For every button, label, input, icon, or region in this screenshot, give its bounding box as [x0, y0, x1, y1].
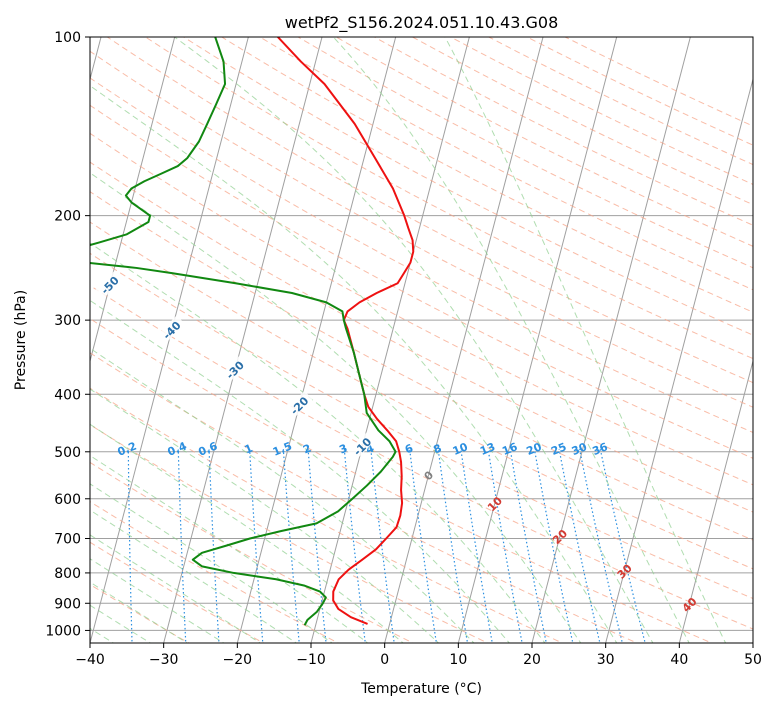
- y-tick-label: 600: [54, 492, 81, 508]
- moist-adiabat-line: [0, 37, 511, 645]
- sounding-series: [58, 37, 413, 625]
- dry-adiabat-line: [501, 24, 775, 646]
- dry-adiabat-line: [0, 24, 418, 646]
- dry-adiabat-line: [13, 24, 775, 646]
- plot-frame: [90, 37, 753, 643]
- mixing-ratio-label: 36: [591, 440, 610, 458]
- y-tick-label: 400: [54, 387, 81, 403]
- mixing-ratio-label: 0.4: [166, 439, 189, 458]
- dry-adiabat-line: [426, 24, 775, 646]
- x-tick-label: 10: [449, 652, 467, 668]
- mixing-ratio-line: [438, 449, 468, 645]
- mixing-ratio-label: 20: [525, 440, 544, 458]
- x-tick-label: 20: [523, 652, 541, 668]
- mixing-ratio-line: [81, 449, 82, 645]
- dry-adiabat-label-bg: [34, 221, 62, 249]
- dry-adiabat-line: [464, 24, 775, 646]
- y-tick-label: 800: [54, 566, 81, 582]
- mixing-ratio-label: 25: [549, 440, 568, 458]
- isotherm-gridline: [606, 37, 764, 643]
- mixing-ratio-line: [488, 449, 522, 645]
- y-tick-label: 100: [54, 30, 81, 46]
- mixing-ratio-label: 13: [478, 440, 497, 458]
- x-tick-label: 30: [597, 652, 615, 668]
- moist-adiabat-line: [0, 37, 406, 645]
- dry-adiabat-line: [125, 24, 775, 646]
- isotherm-gridline: [16, 37, 174, 643]
- moist-adiabat-line: [0, 37, 228, 645]
- x-tick-label: −30: [149, 652, 179, 668]
- x-axis-label: Temperature (°C): [360, 681, 482, 697]
- mixing-ratio-line: [559, 449, 600, 645]
- isotherm-gridline: [458, 37, 616, 643]
- x-tick-label: −20: [223, 652, 253, 668]
- dry-adiabat-line: [163, 24, 775, 646]
- mixing-ratio-label: 3: [337, 442, 349, 457]
- isotherm-gridline: [679, 37, 775, 643]
- dry-adiabat-line: [0, 24, 643, 646]
- y-tick-label: 900: [54, 596, 81, 612]
- mixing-ratio-label: 6: [403, 442, 415, 457]
- mixing-ratio-label: 30: [570, 440, 589, 458]
- moist-adiabat-line: [175, 37, 655, 645]
- mixing-ratio-line: [580, 449, 623, 645]
- x-tick-label: −10: [296, 652, 326, 668]
- y-tick-label: 300: [54, 313, 81, 329]
- x-tick-label: 40: [670, 652, 688, 668]
- mixing-ratio-label: 10: [451, 440, 470, 458]
- dry-adiabat-label: -60: [38, 224, 61, 247]
- mixing-ratio-line: [283, 449, 299, 645]
- dry-adiabat-line: [238, 24, 775, 646]
- moist-adiabat-label: 10: [485, 494, 505, 514]
- y-axis-label: Pressure (hPa): [13, 290, 29, 390]
- moist-adiabat-line: [333, 37, 690, 645]
- dry-adiabat-line: [351, 24, 775, 646]
- mixing-ratio-label: 1.5: [271, 439, 294, 458]
- isotherm-gridline: [753, 37, 775, 643]
- moist-adiabat-label: 30: [615, 561, 635, 581]
- moist-adiabat-line: [0, 37, 547, 645]
- dry-adiabat-line: [313, 24, 775, 646]
- mixing-ratio-line: [600, 449, 645, 645]
- dry-adiabat-line: [201, 24, 775, 646]
- isotherm-gridline: [532, 37, 690, 643]
- y-tick-label: 1000: [45, 623, 81, 639]
- x-tick-label: 0: [380, 652, 389, 668]
- moist-adiabat-line: [0, 37, 582, 645]
- x-tick-label: −40: [75, 652, 105, 668]
- chart-title: wetPf2_S156.2024.051.10.43.G08: [285, 13, 559, 33]
- isotherm-gridline: [164, 37, 322, 643]
- moist-adiabat-line: [0, 37, 476, 645]
- mixing-ratio-label: 1: [243, 442, 255, 457]
- isotherm-gridline: [385, 37, 543, 643]
- mixing-ratio-label: 16: [500, 440, 519, 458]
- x-tick-label: 50: [744, 652, 762, 668]
- moist-adiabat-line: [0, 37, 371, 645]
- y-tick-label: 700: [54, 532, 81, 548]
- moist-adiabat-label: 40: [680, 595, 700, 615]
- moist-adiabat-line: [0, 37, 441, 645]
- mixing-ratio-line: [178, 449, 186, 645]
- dry-adiabat-line: [539, 24, 775, 646]
- mixing-ratio-label: 8: [432, 442, 444, 457]
- moist-adiabat-label: 0: [422, 468, 437, 483]
- mixing-ratio-line: [128, 449, 132, 645]
- moist-adiabat-label: 20: [550, 527, 570, 547]
- mixing-ratio-line: [510, 449, 547, 645]
- dry-adiabat-line: [0, 24, 493, 646]
- mixing-ratio-label: 2: [301, 442, 313, 457]
- dry-adiabat-line: [389, 24, 775, 646]
- y-tick-label: 200: [54, 209, 81, 225]
- y-tick-label: 500: [54, 445, 81, 461]
